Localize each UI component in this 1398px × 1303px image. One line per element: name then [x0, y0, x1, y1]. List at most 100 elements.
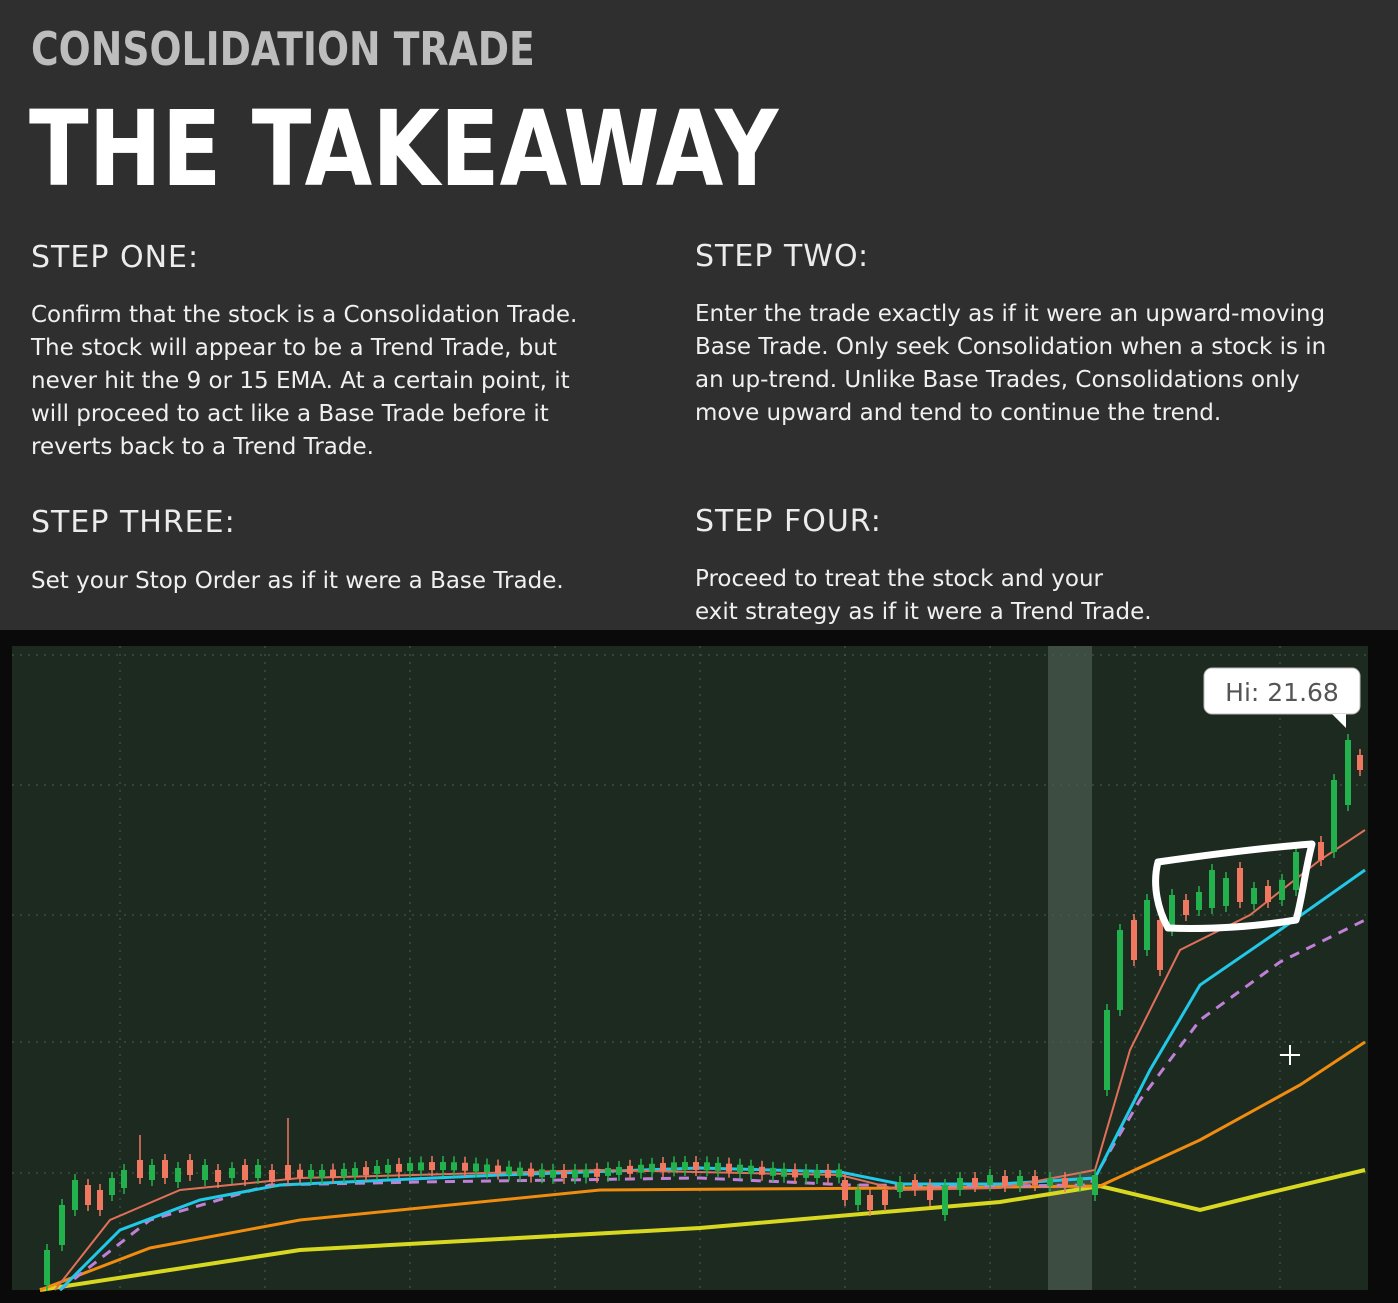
candle-body [561, 1169, 567, 1178]
candle-body [1047, 1178, 1053, 1186]
candle-body [1077, 1178, 1083, 1186]
hi-label-text: Hi: 21.68 [1225, 678, 1339, 707]
candle-body [59, 1205, 65, 1245]
step-two-body: Enter the trade exactly as if it were an… [695, 298, 1385, 430]
candle-body [1331, 780, 1337, 852]
candle-body [506, 1166, 512, 1175]
candle-body [726, 1163, 732, 1172]
candle-body [297, 1169, 303, 1178]
candle-body [737, 1164, 743, 1173]
candle-body [484, 1164, 490, 1173]
candle-body [842, 1180, 848, 1200]
candle-body [867, 1195, 873, 1210]
step-two-line: Base Trade. Only seek Consolidation when… [695, 334, 1327, 360]
candle-body [72, 1180, 78, 1210]
candle-body [594, 1168, 600, 1177]
candle-body [407, 1163, 413, 1172]
candle-body [1357, 755, 1363, 770]
candle-body [1293, 852, 1299, 890]
candle-body [374, 1165, 380, 1174]
candle-body [1196, 892, 1202, 910]
step-four-line: exit strategy as if it were a Trend Trad… [695, 599, 1152, 625]
candle-body [803, 1169, 809, 1178]
candle-body [759, 1166, 765, 1175]
candle-body [308, 1169, 314, 1178]
candle-body [1092, 1175, 1098, 1195]
price-chart: Hi: 21.68 [0, 630, 1398, 1303]
candle-body [1265, 886, 1271, 902]
candle-body [137, 1160, 143, 1178]
candle-body [1104, 1010, 1110, 1090]
candle-body [1017, 1176, 1023, 1186]
crosshair-cursor-icon [1280, 1045, 1300, 1065]
candle-body [682, 1162, 688, 1171]
candle-body [792, 1169, 798, 1178]
step-three-line: Set your Stop Order as if it were a Base… [31, 568, 564, 594]
hi-label: Hi: 21.68 [1203, 667, 1361, 728]
candle-body [330, 1169, 336, 1178]
candle-body [1157, 920, 1163, 970]
candle-body [972, 1178, 978, 1186]
candle-body [215, 1170, 221, 1182]
candle-body [440, 1162, 446, 1171]
candle-body [202, 1165, 208, 1180]
session-marker-band [1048, 646, 1092, 1290]
candle-body [1032, 1176, 1038, 1185]
candle-body [855, 1190, 861, 1205]
candle-body [269, 1170, 275, 1182]
candle-body [781, 1168, 787, 1177]
candle-body [175, 1168, 181, 1182]
step-one-line: never hit the 9 or 15 EMA. At a certain … [31, 368, 570, 394]
candle-body [149, 1165, 155, 1180]
step-two-heading: STEP TWO: [695, 239, 870, 274]
hi-label-box [1203, 667, 1361, 715]
candle-body [242, 1165, 248, 1180]
candle-body [363, 1167, 369, 1176]
candle-body [627, 1165, 633, 1174]
step-one-line: The stock will appear to be a Trend Trad… [31, 335, 557, 361]
ema-fast-line [54, 829, 1366, 1291]
candle-body [1144, 900, 1150, 950]
candle-body [1117, 930, 1123, 1010]
candle-body [1209, 870, 1215, 908]
step-one-line: Confirm that the stock is a Consolidatio… [31, 302, 578, 328]
candle-body [1345, 740, 1351, 805]
candle-body [1002, 1176, 1008, 1186]
candle-body [927, 1185, 933, 1200]
step-one-heading: STEP ONE: [31, 240, 200, 275]
step-two-line: move upward and tend to continue the tre… [695, 400, 1222, 426]
chart-plot-area [12, 646, 1368, 1290]
candle-body [418, 1162, 424, 1171]
candle-body [715, 1162, 721, 1171]
candle-body [825, 1169, 831, 1178]
step-three-body: Set your Stop Order as if it were a Base… [31, 565, 691, 598]
takeaway-panel: CONSOLIDATION TRADE THE TAKEAWAY STEP ON… [0, 0, 1398, 630]
candle-body [451, 1162, 457, 1171]
step-one-line: reverts back to a Trend Trade. [31, 434, 374, 460]
candle-body [162, 1160, 168, 1178]
candle-body [671, 1162, 677, 1171]
candle-body [187, 1160, 193, 1175]
candle-body [583, 1169, 589, 1178]
candle-body [605, 1167, 611, 1176]
candle-body [319, 1169, 325, 1178]
candle-body [987, 1175, 993, 1185]
chart-svg: Hi: 21.68 [12, 646, 1368, 1292]
candle-body [572, 1169, 578, 1178]
step-one-body: Confirm that the stock is a Consolidatio… [31, 299, 691, 464]
candle-body [1183, 900, 1189, 915]
candle-body [1318, 842, 1324, 860]
candle-body [85, 1185, 91, 1205]
candle-body [285, 1165, 291, 1180]
candle-body [1169, 895, 1175, 930]
candles [44, 734, 1363, 1291]
candle-body [429, 1162, 435, 1171]
step-two-line: an up-trend. Unlike Base Trades, Consoli… [695, 367, 1300, 393]
candle-body [550, 1169, 556, 1178]
step-three-heading: STEP THREE: [31, 505, 236, 540]
hi-label-pointer [1332, 714, 1346, 728]
candle-body [957, 1178, 963, 1190]
candle-body [912, 1180, 918, 1190]
candle-body [341, 1168, 347, 1177]
candle-body [1279, 880, 1285, 900]
